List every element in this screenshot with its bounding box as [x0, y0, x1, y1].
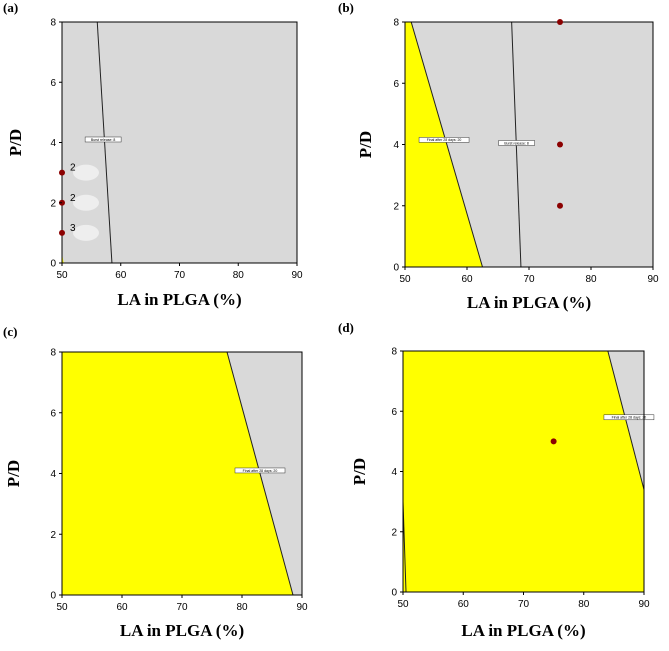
y-tick-label: 6 — [391, 407, 397, 418]
panel-label: (b) — [338, 0, 354, 15]
x-tick-label: 60 — [116, 602, 128, 613]
y-axis-label: P/D — [6, 129, 25, 156]
x-tick-label: 80 — [233, 270, 245, 281]
x-tick-label: 80 — [578, 599, 590, 610]
contour-label: Final after 28 days: 20 — [243, 469, 278, 473]
contour-line — [607, 350, 645, 490]
feasible-region — [403, 351, 644, 592]
point-count-label: 2 — [70, 193, 76, 204]
y-tick-label: 8 — [50, 348, 56, 359]
x-tick-label: 60 — [115, 270, 127, 281]
contour-label: Burst release: 8 — [504, 141, 529, 145]
design-point — [557, 19, 563, 25]
design-point — [59, 229, 65, 236]
x-tick-label: 90 — [296, 602, 308, 613]
y-tick-label: 4 — [50, 138, 56, 149]
chart-panel-b: Final after 28 days: 20 Burst release: 8 5… — [338, 0, 659, 312]
chart-panel-d: Final after 28 days: 20 50 60 70 80 90 0 2 4 6 8 (d… — [338, 320, 655, 640]
point-label-halo — [73, 164, 99, 181]
y-tick-label: 2 — [393, 201, 399, 212]
contour-label: Final after 28 days: 20 — [612, 416, 647, 420]
x-tick-label: 90 — [647, 274, 659, 285]
y-tick-label: 2 — [391, 527, 397, 538]
y-tick-label: 4 — [393, 140, 399, 151]
y-axis-label: P/D — [350, 458, 369, 485]
y-tick-label: 8 — [50, 18, 56, 29]
x-axis-label: LA in PLGA (%) — [117, 290, 241, 309]
x-tick-label: 50 — [397, 599, 409, 610]
contour-line — [96, 21, 113, 264]
contour-line — [410, 21, 483, 268]
y-tick-label: 6 — [50, 78, 56, 89]
y-tick-label: 0 — [393, 263, 399, 274]
y-tick-label: 0 — [391, 588, 397, 599]
y-tick-label: 8 — [393, 18, 399, 29]
y-axis-label: P/D — [356, 131, 375, 158]
point-label-halo — [73, 224, 99, 241]
feasible-region — [405, 22, 483, 267]
x-tick-label: 60 — [458, 599, 470, 610]
design-point — [59, 169, 65, 176]
contour-label-box — [84, 136, 122, 143]
contour-line — [226, 351, 294, 596]
contour-line — [402, 501, 407, 593]
x-tick-label: 60 — [461, 274, 473, 285]
chart-panel-a: Burst release: 8 2 2 3 50 60 70 80 90 0 2 4 6 8 (a) LA … — [3, 0, 303, 309]
feasible-region — [62, 352, 293, 595]
y-tick-label: 4 — [50, 469, 56, 480]
contour-label-box — [234, 467, 286, 474]
y-tick-label: 0 — [50, 259, 56, 270]
y-tick-label: 6 — [50, 408, 56, 419]
contour-label-box — [498, 140, 535, 146]
panel-label: (d) — [338, 320, 354, 335]
design-point — [557, 202, 563, 209]
x-axis-label: LA in PLGA (%) — [120, 621, 244, 640]
design-point — [550, 438, 557, 445]
point-label-halo — [73, 194, 99, 211]
y-tick-label: 2 — [50, 530, 56, 541]
panel-label: (c) — [3, 324, 17, 339]
plot-background — [62, 22, 297, 263]
x-axis-label: LA in PLGA (%) — [467, 293, 591, 312]
panel-label: (a) — [3, 0, 18, 15]
x-tick-label: 50 — [56, 270, 68, 281]
x-tick-label: 70 — [174, 270, 186, 281]
y-tick-label: 0 — [50, 591, 56, 602]
contour-label-box — [603, 414, 655, 421]
chart-panel-c: Final after 28 days: 20 50 60 70 80 90 0 2 4 6 8 (c… — [3, 324, 308, 640]
contour-label-box — [418, 137, 470, 143]
point-count-label: 3 — [70, 223, 76, 234]
x-tick-label: 70 — [523, 274, 535, 285]
y-tick-label: 4 — [391, 467, 397, 478]
y-tick-label: 2 — [50, 198, 56, 209]
x-tick-label: 80 — [585, 274, 597, 285]
x-tick-label: 50 — [56, 602, 68, 613]
x-tick-label: 50 — [399, 274, 411, 285]
x-tick-label: 90 — [638, 599, 650, 610]
x-tick-label: 90 — [291, 270, 303, 281]
y-tick-label: 6 — [393, 79, 399, 90]
y-axis-label: P/D — [4, 460, 23, 487]
x-tick-label: 80 — [236, 602, 248, 613]
contour-label: Burst release: 8 — [91, 138, 116, 142]
contour-label: Final after 28 days: 20 — [427, 138, 462, 142]
x-tick-label: 70 — [518, 599, 530, 610]
x-axis-label: LA in PLGA (%) — [461, 621, 585, 640]
design-point — [557, 141, 563, 148]
x-tick-label: 70 — [176, 602, 188, 613]
y-tick-label: 8 — [391, 347, 397, 358]
point-count-label: 2 — [70, 163, 76, 174]
